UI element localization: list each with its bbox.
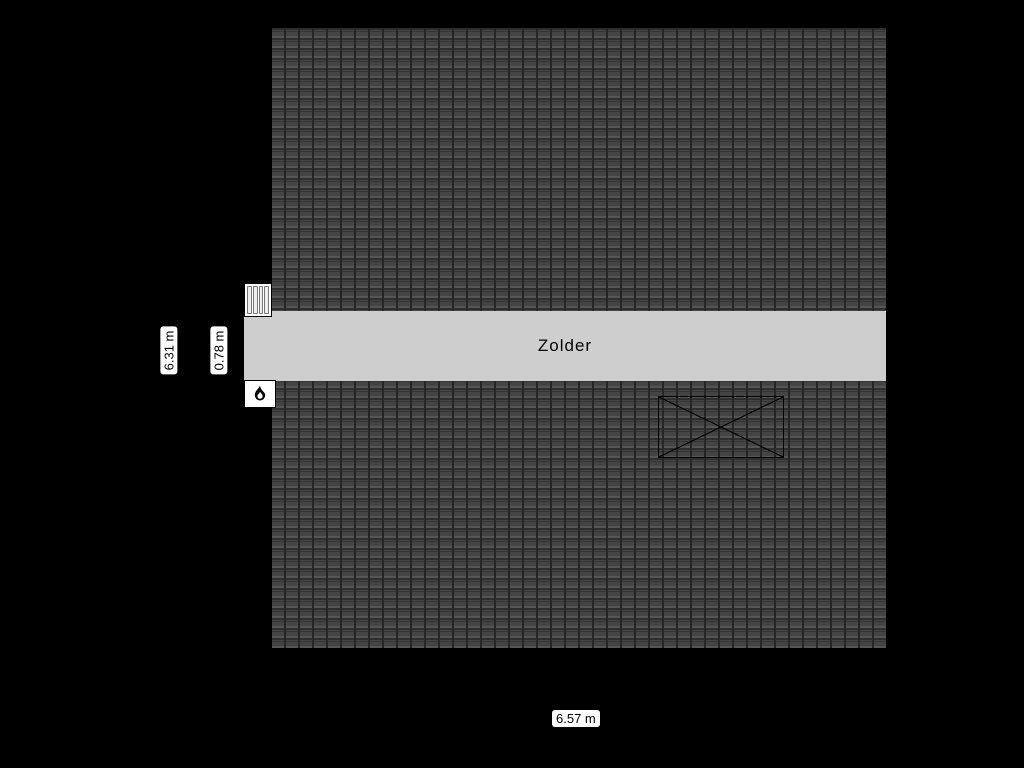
flame-icon: [248, 384, 272, 405]
radiator-fin: [253, 286, 258, 314]
dimension-overall-width: 6.57 m: [552, 710, 600, 727]
attic-ridge-band: Zolder: [244, 311, 886, 381]
floor-plan-stage: Zolder 6.31 m 0.78 m 6.57 m: [0, 0, 1024, 768]
radiator-fixture: [244, 283, 272, 317]
skylight-opening: [658, 396, 784, 458]
radiator-fin: [247, 286, 252, 314]
radiator-fin: [264, 286, 269, 314]
heater-fixture: [244, 380, 276, 408]
room-label-zolder: Zolder: [538, 336, 592, 356]
dimension-overall-height: 6.31 m: [160, 327, 177, 375]
dimension-ridge-height: 0.78 m: [210, 327, 227, 375]
radiator-fin: [259, 286, 264, 314]
